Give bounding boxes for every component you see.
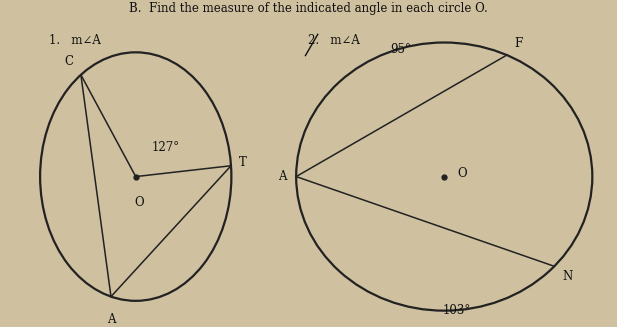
Text: A: A [107, 313, 115, 326]
Text: N: N [562, 269, 573, 283]
Text: T: T [238, 156, 246, 169]
Text: O: O [458, 167, 468, 180]
Text: O: O [134, 196, 144, 209]
Text: B.  Find the measure of the indicated angle in each circle O.: B. Find the measure of the indicated ang… [129, 2, 488, 15]
Text: F: F [514, 37, 523, 50]
Text: 127°: 127° [151, 141, 180, 154]
Text: C: C [65, 55, 73, 68]
Text: 103°: 103° [442, 304, 471, 317]
Text: 1.   m∠A: 1. m∠A [49, 34, 101, 47]
Text: A: A [278, 170, 287, 183]
Text: 95°: 95° [391, 43, 412, 56]
Text: 2.   m∠A: 2. m∠A [308, 34, 360, 47]
